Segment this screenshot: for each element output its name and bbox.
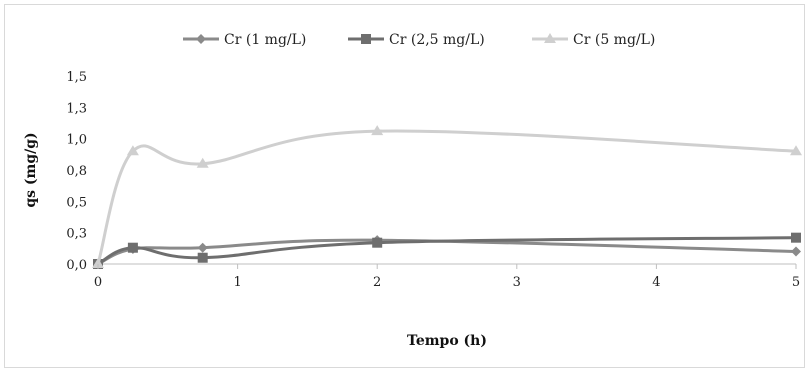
legend-item: Cr (2,5 mg/L) [348,32,485,48]
legend-label: Cr (2,5 mg/L) [389,32,485,48]
data-point [371,125,384,136]
y-tick-label: 1,3 [66,101,87,116]
y-axis-title: qs (mg/g) [23,132,39,207]
data-point [791,246,801,257]
y-tick-label: 1,0 [66,133,87,148]
plot-area [92,125,802,269]
data-point [197,242,208,253]
chart-frame: Cr (1 mg/L) Cr (2,5 mg/L) Cr (5 mg/L) 0 1 2 3… [4,4,805,368]
x-tick-label: 3 [513,275,521,290]
legend-marker [544,33,556,43]
data-point [791,232,801,243]
line-chart: Cr (1 mg/L) Cr (2,5 mg/L) Cr (5 mg/L) 0 1 2 3… [23,32,802,349]
legend-item: Cr (1 mg/L) [183,32,306,48]
y-tick-label: 1,5 [66,70,87,85]
x-tick-label: 5 [792,275,800,290]
x-tick-label: 2 [373,275,381,290]
data-point [790,145,802,156]
legend-marker [196,34,206,44]
x-tick-label: 0 [94,275,102,290]
legend: Cr (1 mg/L) Cr (2,5 mg/L) Cr (5 mg/L) [183,32,655,48]
legend-item: Cr (5 mg/L) [532,32,655,48]
x-axis-title: Tempo (h) [407,333,487,349]
y-tick-label: 0,0 [66,258,87,273]
x-tick-label: 1 [233,275,241,290]
legend-label: Cr (1 mg/L) [224,32,306,48]
legend-marker [361,34,371,44]
data-point [196,157,209,168]
data-point [92,258,104,268]
y-axis-ticks: 0,0 0,3 0,5 0,8 1,0 1,3 1,5 [66,70,87,273]
y-tick-label: 0,3 [66,227,87,242]
series-3 [92,125,802,268]
data-point [127,242,138,253]
x-tick-label: 4 [652,275,660,290]
data-point [126,145,139,156]
series-line [96,129,797,265]
x-axis-ticks: 0 1 2 3 4 5 [94,264,800,290]
data-point [372,237,383,248]
y-tick-label: 0,5 [66,195,87,210]
legend-label: Cr (5 mg/L) [573,32,655,48]
y-tick-label: 0,8 [66,164,87,179]
data-point [197,252,208,263]
